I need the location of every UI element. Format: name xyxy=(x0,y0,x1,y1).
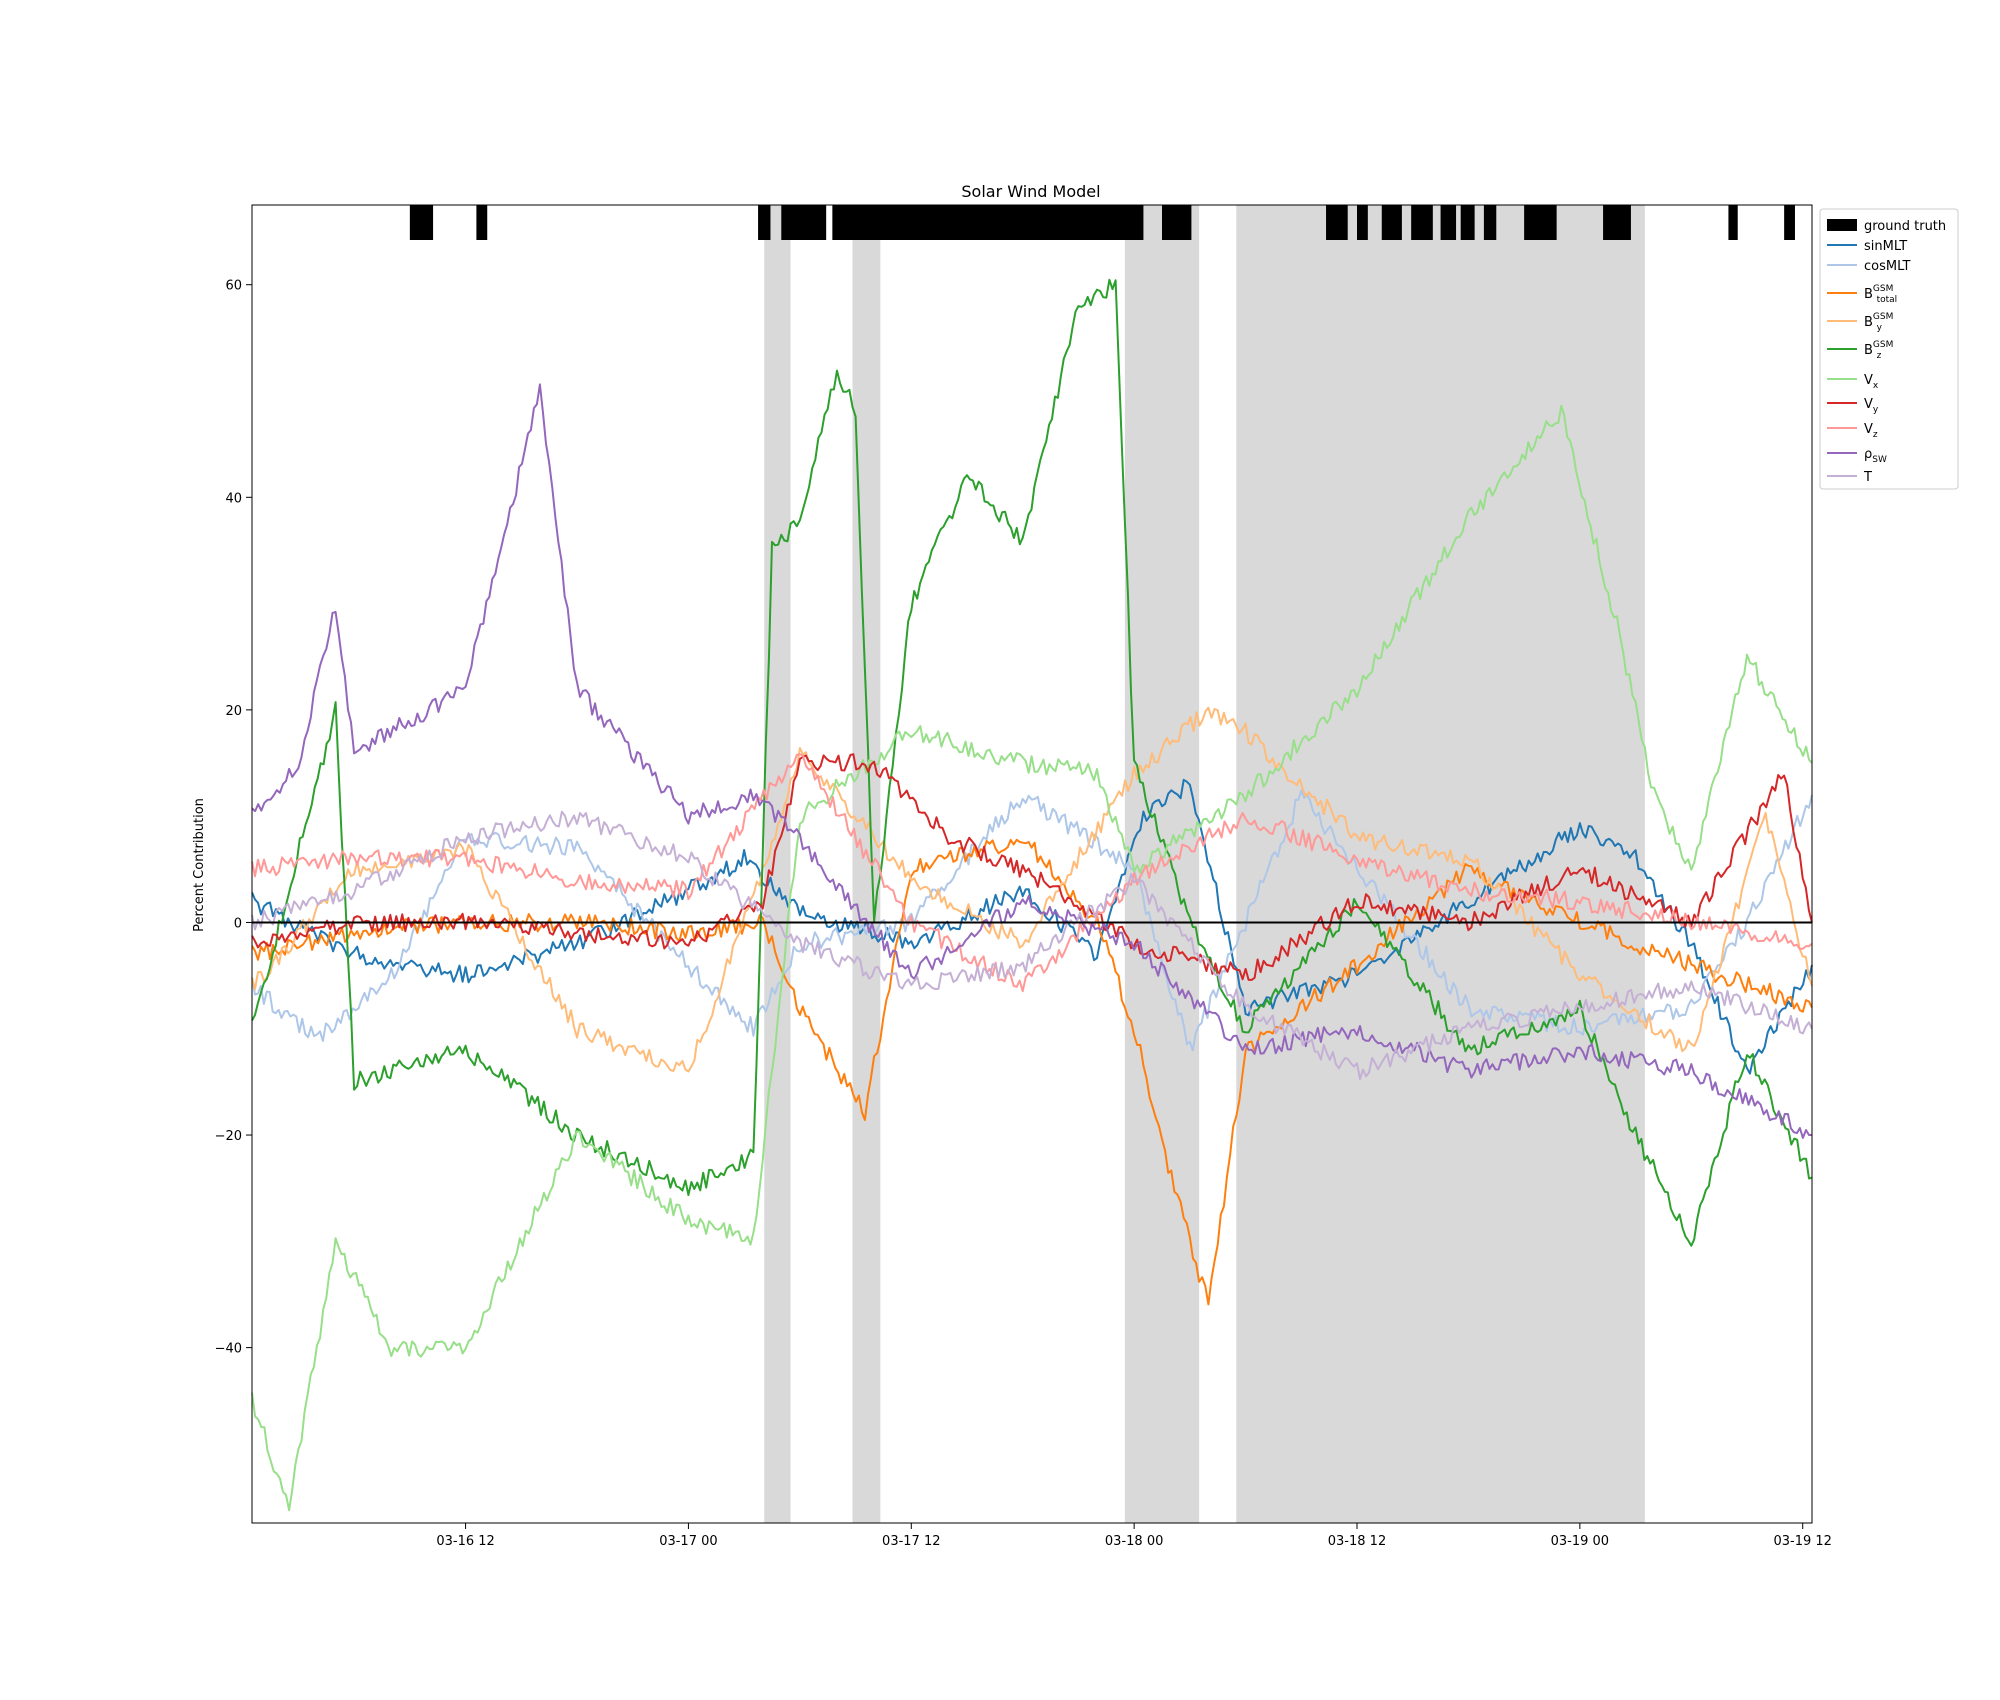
shaded-region xyxy=(1124,205,1200,1523)
ground-truth-bar xyxy=(476,205,488,240)
ground-truth-bar xyxy=(1460,205,1475,240)
series-line xyxy=(251,753,1813,981)
y-axis: −40 −20 0 20 40 60 xyxy=(215,279,252,1357)
series-line xyxy=(251,278,1813,1247)
ground-truth-bar xyxy=(832,205,1144,240)
ground-truth-bars xyxy=(409,205,1795,240)
ground-truth-bar xyxy=(1440,205,1457,240)
legend-label: ground truth xyxy=(1864,219,1946,234)
x-tick-label: 03-16 12 xyxy=(436,1534,494,1549)
series-line xyxy=(251,789,1813,1052)
ground-truth-bar xyxy=(1524,205,1557,240)
legend-label: cosMLT xyxy=(1864,259,1911,274)
y-tick-label: 60 xyxy=(225,279,242,294)
y-tick-label: 40 xyxy=(225,491,242,506)
legend-label: BGSM total xyxy=(1864,284,1897,305)
ground-truth-bar xyxy=(781,205,827,240)
y-tick-label: −40 xyxy=(215,1342,242,1357)
ground-truth-bar xyxy=(1162,205,1192,240)
series-layer xyxy=(251,278,1813,1512)
series-line xyxy=(251,810,1813,1080)
shaded-region xyxy=(852,205,881,1523)
ground-truth-bar xyxy=(1728,205,1738,240)
legend-label: T xyxy=(1863,470,1872,485)
shaded-region xyxy=(1236,205,1645,1523)
chart-title: Solar Wind Model xyxy=(961,182,1100,201)
legend-label: Vx xyxy=(1864,373,1879,391)
y-tick-label: −20 xyxy=(215,1129,242,1144)
legend-swatch xyxy=(1827,219,1857,231)
legend-label: Vz xyxy=(1864,422,1878,440)
legend-label: BGSM z xyxy=(1864,340,1893,361)
ground-truth-bar xyxy=(409,205,434,240)
ground-truth-bar xyxy=(1784,205,1795,240)
x-tick-label: 03-19 00 xyxy=(1551,1534,1609,1549)
series-line xyxy=(251,778,1813,1075)
shaded-region xyxy=(764,205,791,1523)
y-tick-label: 0 xyxy=(234,916,242,931)
legend: ground truth sinMLT cosMLT BGSM total BGSM y BG… xyxy=(1819,208,1959,490)
y-axis-label: Percent Contribution xyxy=(192,798,207,932)
x-tick-label: 03-18 12 xyxy=(1328,1534,1386,1549)
legend-label: BGSM y xyxy=(1864,312,1893,333)
ground-truth-bar xyxy=(1381,205,1402,240)
legend-label: sinMLT xyxy=(1864,239,1907,254)
ground-truth-bar xyxy=(1326,205,1348,240)
ground-truth-bar xyxy=(1483,205,1497,240)
x-tick-label: 03-18 00 xyxy=(1105,1534,1163,1549)
ground-truth-bar xyxy=(1411,205,1433,240)
x-tick-label: 03-17 12 xyxy=(882,1534,940,1549)
y-tick-label: 20 xyxy=(225,704,242,719)
series-line xyxy=(251,706,1813,1073)
ground-truth-bar xyxy=(1357,205,1368,240)
plot-frame xyxy=(251,204,1813,1524)
legend-label: ρSW xyxy=(1864,447,1887,465)
x-tick-label: 03-19 12 xyxy=(1773,1534,1831,1549)
series-line xyxy=(251,753,1813,993)
ground-truth-bar xyxy=(1603,205,1631,240)
shaded-regions xyxy=(764,205,1645,1523)
legend-label: Vy xyxy=(1864,397,1879,415)
series-line xyxy=(251,838,1813,1306)
series-line xyxy=(251,404,1813,1512)
series-line xyxy=(251,383,1812,1139)
x-axis: 03-16 12 03-17 00 03-17 12 03-18 00 03-18 12… xyxy=(436,1523,1832,1549)
x-tick-label: 03-17 00 xyxy=(659,1534,717,1549)
ground-truth-bar xyxy=(758,205,771,240)
legend-box xyxy=(1819,208,1959,490)
